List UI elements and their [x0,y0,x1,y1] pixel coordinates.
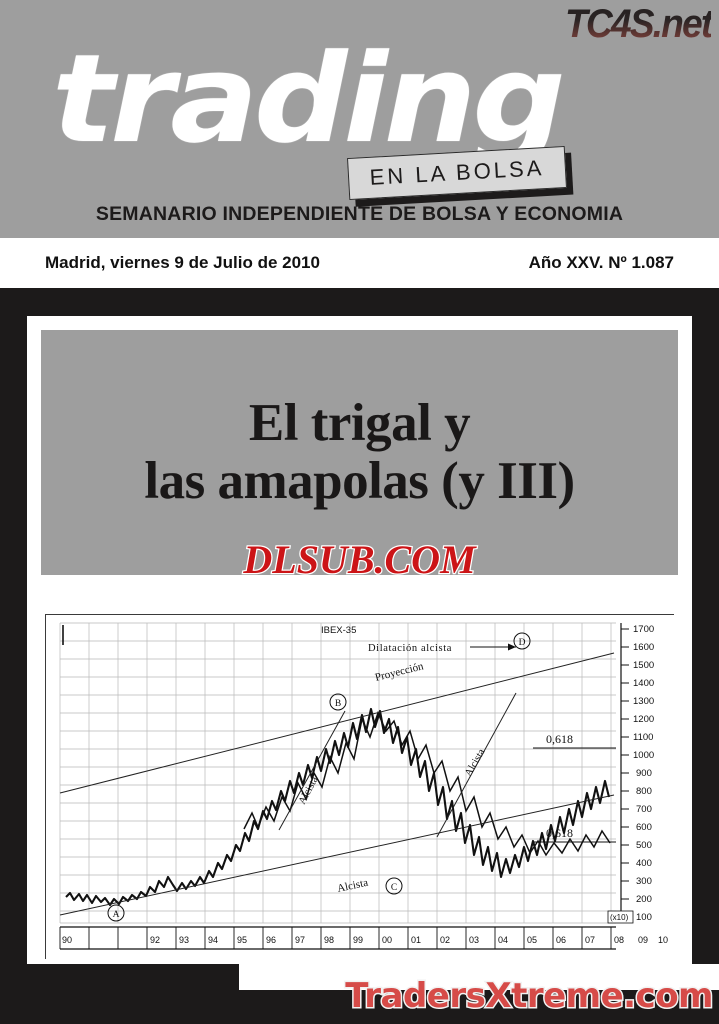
ytick-900: 900 [636,768,652,779]
fib-label-upper: 0,618 [546,732,573,746]
ytick-1600: 1600 [633,642,654,653]
en-la-bolsa-label: EN LA BOLSA [368,155,545,190]
dlsub-watermark: DLSUB.COM [242,536,477,584]
magazine-title: trading [52,28,566,170]
ytick-300: 300 [636,876,652,887]
ytick-1100: 1100 [633,732,653,743]
sponsor-banner-backdrop [239,964,719,990]
site-logo: TC4S.net [564,2,713,46]
chart-series-title: IBEX-35 [321,625,356,636]
ibex35-chart: 0,618 0,618 IBEX-35 Dilatación alcista P… [45,614,675,960]
ytick-400: 400 [636,858,652,869]
chart-trendlines [59,652,615,916]
headline-box: El trigal y las amapolas (y III) DLSUB.C… [41,330,678,583]
issue-number: Año XXV. Nº 1.087 [528,253,674,272]
headline-line-2: las amapolas (y III) [144,451,575,510]
dilatacion-arrow-icon [470,643,516,651]
ytick-700: 700 [636,804,652,815]
chart-y-axis: 1700 1600 1500 1400 1300 1200 1100 1000 … [607,623,654,924]
ytick-100: 100 [636,912,652,923]
xtick-3: 94 [208,935,218,945]
page-title: El trigal y las amapolas (y III) [144,394,575,510]
xtick-14: 05 [527,935,537,945]
ytick-1000: 1000 [633,750,654,761]
xtick-17: 08 [614,935,624,945]
xtick-7: 98 [324,935,334,945]
ytick-500: 500 [636,840,652,851]
ytick-200: 200 [636,894,652,905]
pivot-label-a: A [113,910,120,920]
ytick-1700: 1700 [633,624,654,635]
pivot-label-b: B [335,699,341,709]
xtick-13: 04 [498,935,508,945]
xtick-0: 90 [62,935,72,945]
pivot-label-d: D [519,638,526,648]
chart-gridlines [59,622,616,924]
xtick-1: 92 [150,935,160,945]
pivot-markers: A B C D [107,632,531,922]
masthead: TC4S.net trading EN LA BOLSA SEMANARIO I… [0,0,719,238]
pivot-label-c: C [391,883,397,893]
sponsor-banner: TradersXtreme.com [0,964,719,1024]
date-bar: Madrid, viernes 9 de Julio de 2010 Año X… [0,238,719,288]
price-series [65,707,611,907]
cover-panel: El trigal y las amapolas (y III) DLSUB.C… [27,316,692,971]
ytick-1200: 1200 [633,714,654,725]
xtick-5: 96 [266,935,276,945]
chart-x-axis: 90 92 93 94 95 96 97 98 99 00 01 02 03 0… [59,926,668,950]
chart-canvas: 0,618 0,618 IBEX-35 Dilatación alcista P… [46,615,675,960]
ytick-1400: 1400 [633,678,654,689]
place-and-date: Madrid, viernes 9 de Julio de 2010 [45,253,320,272]
annotation-dilatacion-alcista: Dilatación alcista [368,643,452,654]
xtick-6: 97 [295,935,305,945]
xtick-10: 01 [411,935,421,945]
ytick-1300: 1300 [633,696,654,707]
xtick-15: 06 [556,935,566,945]
ytick-1500: 1500 [633,660,654,671]
xtick-18: 09 [638,935,648,945]
fibonacci-levels [533,747,616,843]
sponsor-logo[interactable]: TradersXtreme.com [344,975,715,1018]
xtick-11: 02 [440,935,450,945]
xtick-2: 93 [179,935,189,945]
cover-frame: El trigal y las amapolas (y III) DLSUB.C… [0,288,719,1024]
y-axis-multiplier: (x10) [610,913,629,922]
xtick-8: 99 [353,935,363,945]
xtick-12: 03 [469,935,479,945]
xtick-16: 07 [585,935,595,945]
fib-label-lower: 0,618 [546,826,573,840]
ytick-800: 800 [636,786,652,797]
xtick-4: 95 [237,935,247,945]
xtick-19: 10 [658,935,668,945]
headline-line-1: El trigal y [248,394,471,453]
ytick-600: 600 [636,822,652,833]
xtick-9: 00 [382,935,392,945]
masthead-subtitle: SEMANARIO INDEPENDIENTE DE BOLSA Y ECONO… [95,203,624,225]
